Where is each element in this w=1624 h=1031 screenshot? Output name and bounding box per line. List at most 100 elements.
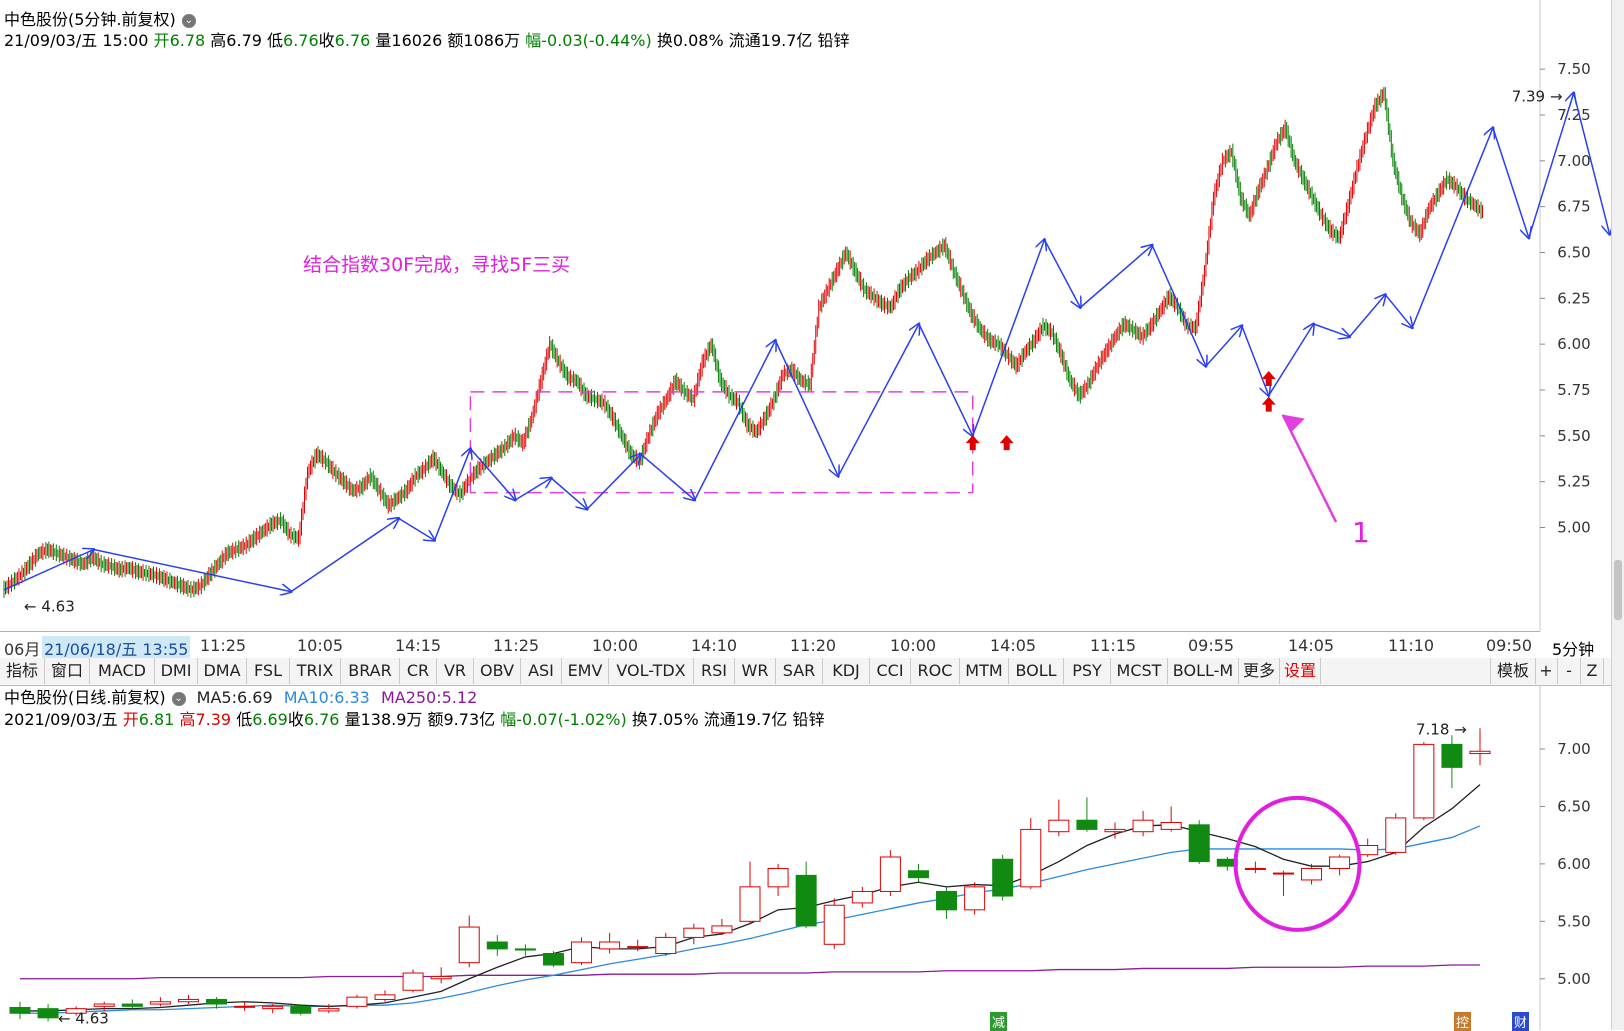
ma10-label: MA10: <box>283 688 335 707</box>
bottom-float: 19.7亿 <box>735 710 788 729</box>
tab-cci[interactable]: CCI <box>870 658 911 684</box>
zigzag-stroke <box>918 323 973 436</box>
daily-kline-chart[interactable]: 7.00 6.50 6.00 5.50 5.00 7.18 → ← 4.63 <box>0 686 1624 1030</box>
zigzag-stroke <box>972 240 1045 437</box>
time-label: 11:10 <box>1388 636 1435 655</box>
time-label: 10:00 <box>592 636 639 655</box>
ma250-label: MA250: <box>380 688 442 707</box>
kline-candle-up <box>1469 750 1491 755</box>
tab-mcst[interactable]: MCST <box>1111 658 1168 684</box>
tab-vol-tdx[interactable]: VOL-TDX <box>609 658 694 684</box>
time-label: 14:05 <box>1288 636 1335 655</box>
tab-template[interactable]: 模板 <box>1490 658 1536 684</box>
bottom-chart-title: 中色股份(日线.前复权) ⌄ MA5:6.69 MA10:6.33 MA250:5… <box>4 688 477 708</box>
high-price-label: 7.39 → <box>1512 87 1563 105</box>
time-label: 11:20 <box>790 636 837 655</box>
tab-roc[interactable]: ROC <box>911 658 960 684</box>
tab-kdj[interactable]: KDJ <box>823 658 870 684</box>
scrollbar-thumb[interactable] <box>1614 560 1622 620</box>
top-high: 6.79 <box>226 31 262 50</box>
kline-candle-up <box>1160 822 1182 830</box>
zigzag-stroke <box>1348 295 1385 338</box>
kline-candle-down <box>936 890 958 911</box>
tab-more[interactable]: 更多 <box>1239 658 1280 684</box>
zigzag-stroke <box>433 449 471 541</box>
tab-macd[interactable]: MACD <box>90 658 155 684</box>
tab-asi[interactable]: ASI <box>521 658 562 684</box>
kline-candle-down <box>907 870 929 879</box>
kline-candle-down <box>121 1003 143 1007</box>
tab-wr[interactable]: WR <box>735 658 776 684</box>
kline-candle-up <box>879 856 901 892</box>
zigzag-stroke <box>586 454 641 510</box>
zigzag-stroke <box>3 550 94 591</box>
bottom-chart-info: 2021/09/03/五 开6.81 高7.39 低6.69收6.76 量138… <box>4 710 825 730</box>
tab-trix[interactable]: TRIX <box>290 658 341 684</box>
tab-obv[interactable]: OBV <box>474 658 521 684</box>
zigzag-stroke <box>1313 323 1350 337</box>
tab-boll-m[interactable]: BOLL-M <box>1168 658 1239 684</box>
mark-reduce[interactable]: 减 <box>990 1012 1008 1031</box>
y-tick-label: 6.50 <box>1557 244 1590 262</box>
zigzag-stroke <box>1492 127 1529 238</box>
y-tick-label: 5.50 <box>1557 427 1590 445</box>
time-label: 10:00 <box>890 636 937 655</box>
z-button[interactable]: Z <box>1581 658 1604 684</box>
tab-dma[interactable]: DMA <box>198 658 247 684</box>
mark-finance[interactable]: 财 <box>1512 1012 1530 1031</box>
tab-boll[interactable]: BOLL <box>1009 658 1064 684</box>
tab-dmi[interactable]: DMI <box>155 658 198 684</box>
dropdown-icon[interactable]: ⌄ <box>181 13 196 28</box>
tab-cr[interactable]: CR <box>400 658 437 684</box>
kline-candle-up <box>1020 828 1042 888</box>
indicator-tab-bar: 指标 窗口 MACD DMI DMA FSL TRIX BRAR CR VR O… <box>0 658 1624 686</box>
top-industry: 铅锌 <box>817 31 850 50</box>
low-price-label: ← 4.63 <box>58 1009 109 1027</box>
kline-candle-up <box>1385 817 1407 853</box>
vertical-scrollbar[interactable] <box>1611 0 1624 1030</box>
tab-settings[interactable]: 设置 <box>1280 658 1321 684</box>
zoom-in-button[interactable]: + <box>1535 658 1558 684</box>
kline-candle-down <box>1188 824 1210 863</box>
zigzag-stroke <box>1384 294 1412 328</box>
y-tick-label: 6.50 <box>1557 797 1590 815</box>
dropdown-icon[interactable]: ⌄ <box>171 691 186 706</box>
tab-psy[interactable]: PSY <box>1064 658 1111 684</box>
bottom-low: 6.69 <box>252 710 288 729</box>
top-vol: 16026 <box>391 31 443 50</box>
bottom-vol-label: 量 <box>344 710 361 729</box>
kline-candle-up <box>599 941 621 950</box>
tab-rsi[interactable]: RSI <box>694 658 735 684</box>
bottom-high: 7.39 <box>195 710 232 729</box>
zoom-out-button[interactable]: - <box>1558 658 1581 684</box>
kline-candle-up <box>711 925 733 934</box>
tab-sar[interactable]: SAR <box>776 658 823 684</box>
tab-mtm[interactable]: MTM <box>960 658 1009 684</box>
kline-candle-down <box>37 1008 59 1019</box>
ma5-label: MA5: <box>196 688 237 707</box>
tab-window[interactable]: 窗口 <box>45 658 90 684</box>
buy-signal-arrow <box>1261 371 1276 386</box>
tab-vr[interactable]: VR <box>437 658 474 684</box>
period-label[interactable]: 5分钟 <box>1552 640 1595 659</box>
kline-candle-down <box>9 1006 31 1014</box>
top-open-label: 开 <box>153 31 170 50</box>
mark-control[interactable]: 控 <box>1454 1012 1472 1031</box>
y-tick-label: 7.25 <box>1557 106 1590 124</box>
kline-candle-up <box>571 941 593 964</box>
time-label: 10:05 <box>297 636 344 655</box>
top-close: 6.76 <box>334 31 371 50</box>
zigzag-stroke <box>514 478 551 501</box>
zigzag-stroke <box>693 341 776 501</box>
center-box <box>469 391 974 494</box>
zigzag-stroke <box>469 448 515 500</box>
kline-candle-up <box>767 867 789 888</box>
kline-candle-up <box>318 1008 340 1012</box>
bottom-date: 2021/09/03/五 <box>4 710 118 729</box>
tab-brar[interactable]: BRAR <box>341 658 400 684</box>
tab-emv[interactable]: EMV <box>562 658 609 684</box>
tab-fsl[interactable]: FSL <box>247 658 290 684</box>
arrow-marker-label: 1 <box>1352 516 1370 549</box>
tab-indicator[interactable]: 指标 <box>0 658 45 684</box>
intraday-5min-chart[interactable]: 7.50 7.25 7.00 6.75 6.50 6.25 6.00 5.75 5.50 5.25… <box>0 0 1624 631</box>
